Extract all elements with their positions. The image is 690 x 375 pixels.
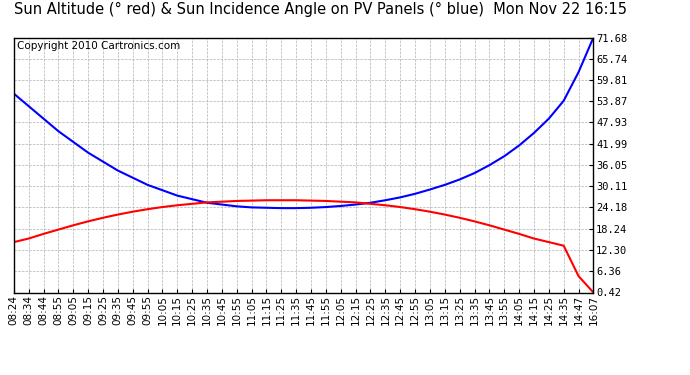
Text: Sun Altitude (° red) & Sun Incidence Angle on PV Panels (° blue)  Mon Nov 22 16:: Sun Altitude (° red) & Sun Incidence Ang… [14,2,627,17]
Text: Copyright 2010 Cartronics.com: Copyright 2010 Cartronics.com [17,41,180,51]
